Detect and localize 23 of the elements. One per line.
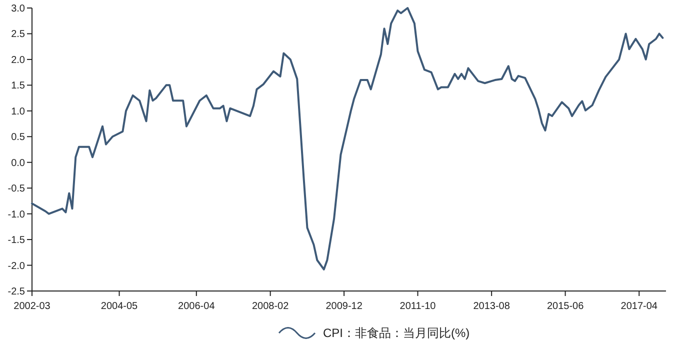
x-tick-label: 2002-03	[14, 301, 51, 312]
x-tick-label: 2017-04	[620, 301, 658, 312]
y-tick-label: -1.0	[8, 209, 26, 220]
x-tick-label: 2015-06	[546, 301, 584, 312]
y-tick-label: -0.5	[8, 184, 26, 195]
y-tick-label: -2.5	[8, 286, 26, 298]
y-tick-label: 1.5	[11, 80, 26, 92]
line-series	[31, 7, 664, 270]
x-tick-label: 2004-05	[100, 301, 138, 312]
y-tick-label: -2.0	[8, 260, 26, 272]
y-tick-label: 0.5	[11, 132, 26, 144]
y-tick-label: 0.0	[11, 158, 26, 169]
y-tick-label: 1.0	[11, 106, 26, 118]
legend-label: CPI：非食品：当月同比(%)	[323, 326, 470, 340]
x-tick-label: 2011-10	[400, 301, 436, 312]
y-tick-label: -1.5	[8, 235, 26, 246]
x-tick-label: 2006-04	[178, 301, 216, 312]
x-tick-label: 2013-08	[473, 301, 510, 312]
y-tick-label: 3.0	[11, 4, 26, 14]
y-tick-label: 2.0	[11, 54, 26, 66]
x-tick-label: 2009-12	[326, 301, 363, 312]
x-tick-label: 2008-02	[252, 301, 290, 312]
y-tick-label: 2.5	[11, 29, 26, 40]
